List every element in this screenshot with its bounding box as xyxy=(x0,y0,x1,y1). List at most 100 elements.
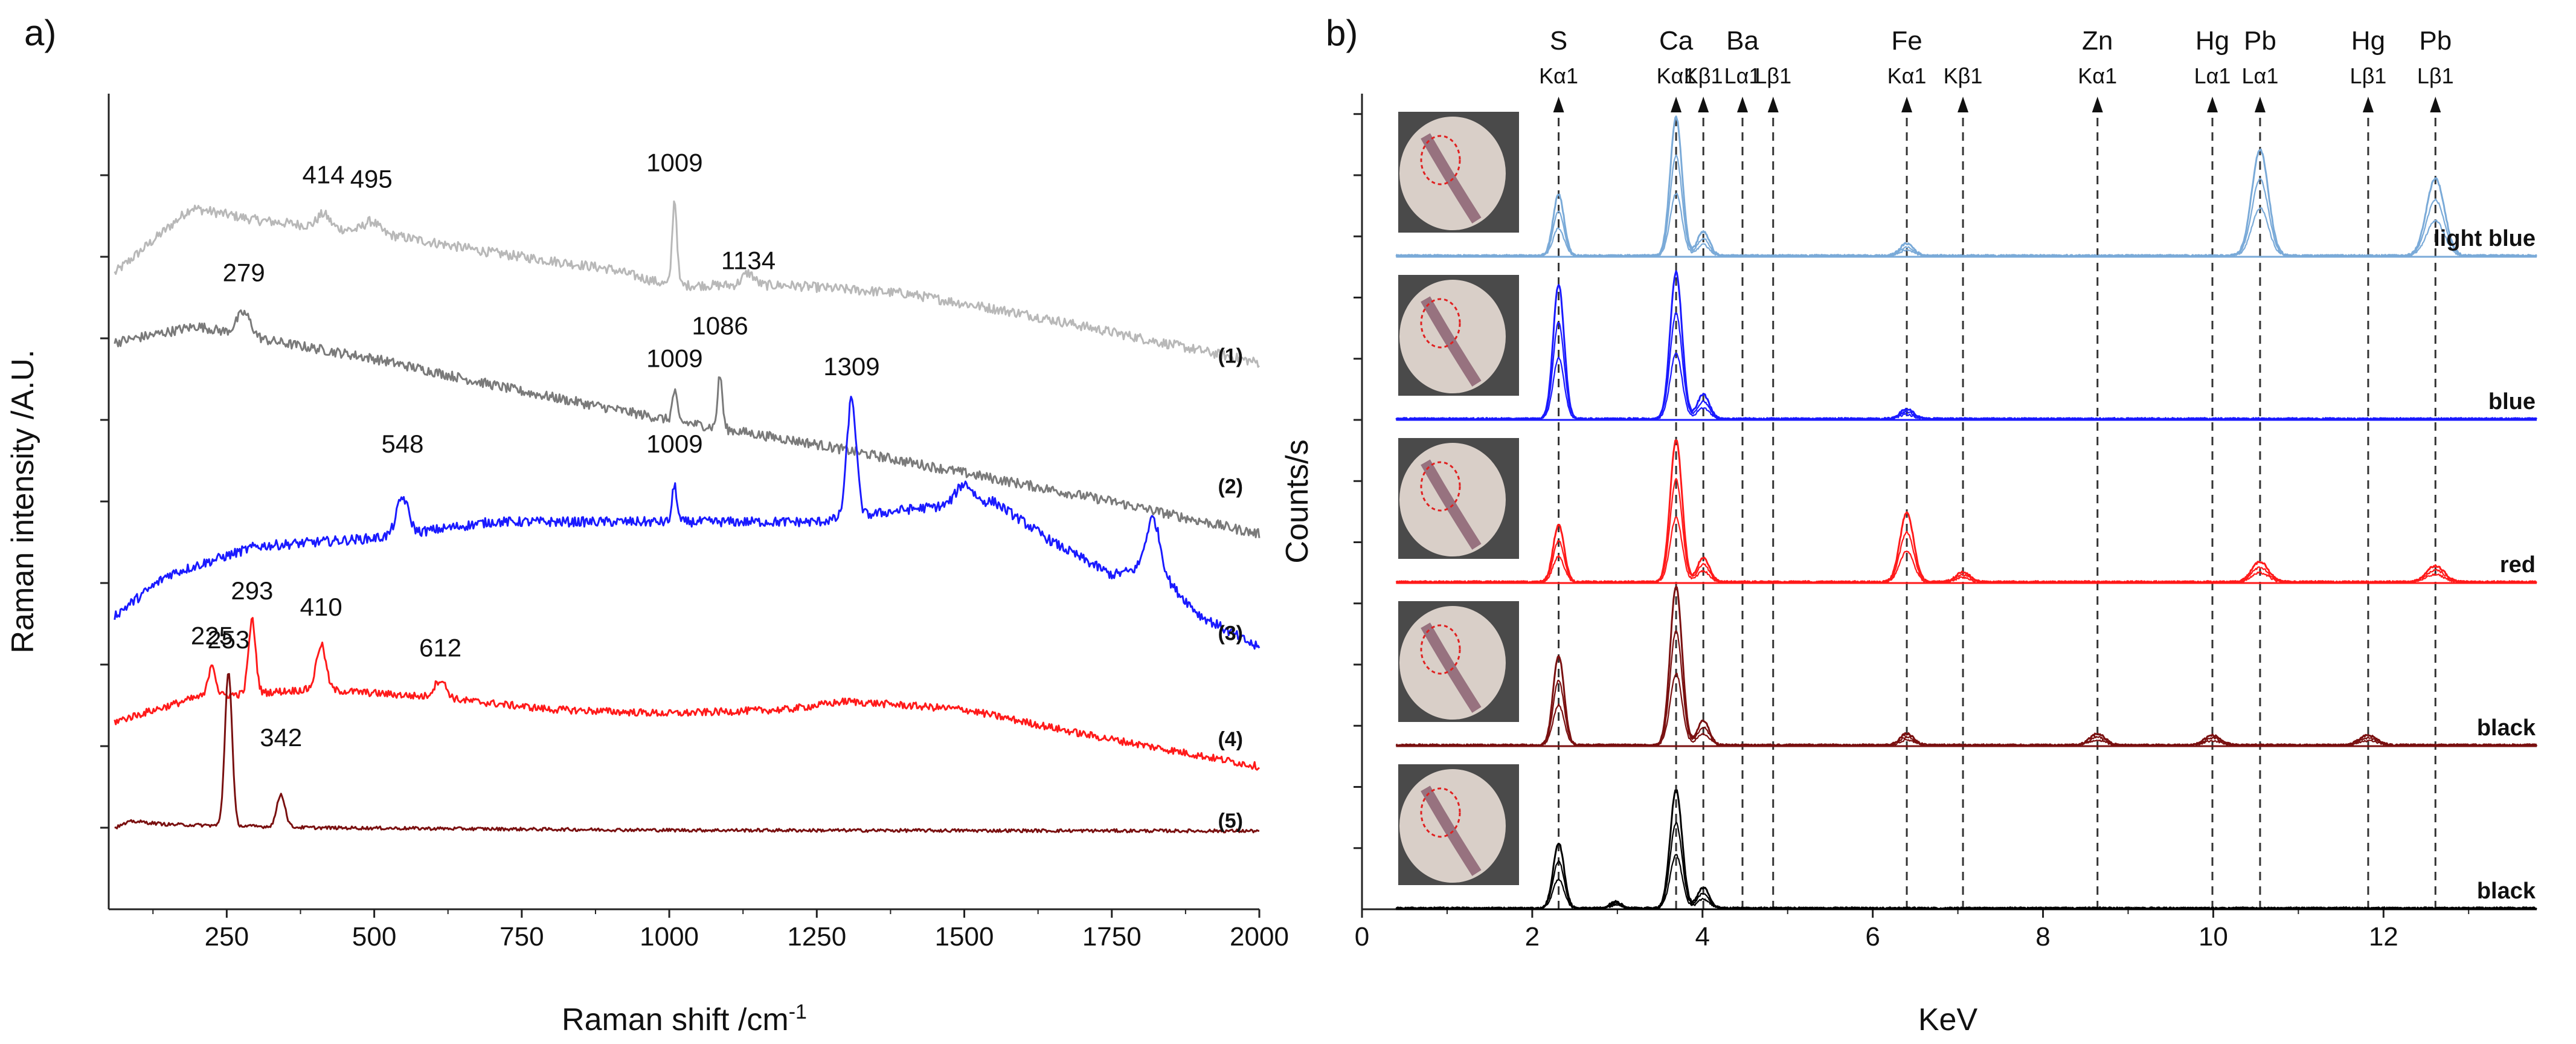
raman-peak-label: 612 xyxy=(419,634,461,662)
xrf-line-label: Lβ1 xyxy=(2350,63,2387,88)
raman-peak-label: 414 xyxy=(303,161,345,189)
xrf-element-label: Pb xyxy=(2419,26,2452,56)
xrf-line-label: Kα1 xyxy=(2078,63,2117,88)
raman-trace-5 xyxy=(114,672,1260,834)
xrf-sample-label: red xyxy=(2500,552,2536,578)
raman-peak-label: 293 xyxy=(231,576,273,605)
xrf-marker-arrow xyxy=(1958,97,1969,112)
raman-trace-label: (3) xyxy=(1218,622,1243,645)
raman-trace-3 xyxy=(114,396,1261,650)
raman-peak-label: 225 xyxy=(191,621,233,649)
xrf-trace-5 xyxy=(1395,854,2537,910)
raman-x-ticks: 250 500 750 1000 1250 1500 1750 2000 xyxy=(152,909,1289,952)
xrf-line-label: Kα1 xyxy=(1657,63,1696,88)
raman-x-tick-label: 2000 xyxy=(1230,922,1289,952)
raman-x-tick-label: 1250 xyxy=(787,922,846,952)
sample-thumbnail xyxy=(1398,764,1519,885)
panel-b-label: b) xyxy=(1326,13,1358,53)
xrf-marker-arrow xyxy=(2254,97,2266,112)
xrf-line-label: Lα1 xyxy=(1724,63,1761,88)
raman-trace-1 xyxy=(114,200,1261,368)
xrf-traces xyxy=(1395,115,2538,910)
xrf-line-label: Lα1 xyxy=(2194,63,2231,88)
sample-thumbnail xyxy=(1398,438,1519,559)
xrf-element-label: Hg xyxy=(2351,26,2385,56)
xrf-x-tick-label: 10 xyxy=(2199,922,2228,952)
raman-trace-labels: (1) (2) (3) (4) (5) xyxy=(1218,345,1243,833)
xrf-sample-thumbnails xyxy=(1398,112,1519,885)
xrf-line-label: Kα1 xyxy=(1887,63,1927,88)
raman-peak-label: 1086 xyxy=(692,311,748,340)
xrf-sample-label: light blue xyxy=(2433,226,2536,251)
raman-peak-label: 1309 xyxy=(823,352,879,381)
xrf-y-ticks xyxy=(1354,113,1362,849)
xrf-marker-arrow xyxy=(1901,97,1913,112)
xrf-sample-label: black xyxy=(2477,715,2536,741)
xrf-sample-label: black xyxy=(2477,878,2536,904)
sample-thumbnail xyxy=(1398,601,1519,722)
xrf-element-label: Ba xyxy=(1726,26,1759,56)
xrf-sample-label: blue xyxy=(2488,389,2536,414)
xrf-marker-arrow xyxy=(1698,97,1709,112)
xrf-x-axis-title: KeV xyxy=(1918,1002,1978,1037)
raman-x-tick-label: 1750 xyxy=(1082,922,1142,952)
raman-trace-4 xyxy=(114,617,1261,771)
xrf-x-tick-label: 6 xyxy=(1865,922,1880,952)
xrf-element-label: Pb xyxy=(2244,26,2276,56)
xrf-line-label: Lβ1 xyxy=(1755,63,1791,88)
raman-x-tick-label: 1500 xyxy=(935,922,994,952)
xrf-x-tick-label: 8 xyxy=(2035,922,2050,952)
sample-thumbnail xyxy=(1398,275,1519,396)
raman-peak-label: 1134 xyxy=(721,246,776,274)
raman-trace-2 xyxy=(114,309,1261,538)
raman-peak-label: 253 xyxy=(207,625,249,654)
raman-x-axis-title: Raman shift /cm-1 xyxy=(562,1000,807,1037)
raman-peak-label: 410 xyxy=(300,593,342,621)
xrf-x-tick-label: 12 xyxy=(2369,922,2398,952)
raman-peak-label: 548 xyxy=(381,430,423,458)
xrf-marker-arrow xyxy=(1553,97,1564,112)
raman-trace-label: (2) xyxy=(1218,475,1243,498)
xrf-line-label: Lα1 xyxy=(2242,63,2279,88)
xrf-line-label: Lβ1 xyxy=(2417,63,2454,88)
raman-peak-label: 1009 xyxy=(646,344,702,372)
xrf-marker-arrow xyxy=(2207,97,2218,112)
xrf-element-label: S xyxy=(1550,26,1567,56)
xrf-y-axis-title: Counts/s xyxy=(1280,439,1315,563)
raman-peak-label: 1009 xyxy=(646,148,702,176)
raman-x-tick-label: 1000 xyxy=(640,922,699,952)
xrf-sample-labels: light blue blue red black black xyxy=(2433,226,2536,904)
xrf-element-label: Zn xyxy=(2082,26,2113,56)
raman-x-tick-label: 750 xyxy=(499,922,544,952)
xrf-x-tick-label: 4 xyxy=(1695,922,1710,952)
xrf-element-label: Fe xyxy=(1891,26,1922,56)
raman-peak-label: 1009 xyxy=(646,430,702,458)
raman-peak-label: 342 xyxy=(260,723,302,752)
raman-x-tick-label: 500 xyxy=(352,922,396,952)
xrf-marker-arrow xyxy=(1767,97,1779,112)
xrf-x-tick-label: 0 xyxy=(1355,922,1369,952)
raman-trace-label: (5) xyxy=(1218,810,1243,833)
xrf-marker-arrow xyxy=(1737,97,1749,112)
xrf-line-label: Kα1 xyxy=(1539,63,1578,88)
raman-trace-label: (4) xyxy=(1218,728,1243,751)
raman-y-axis-title: Raman intensity /A.U. xyxy=(5,350,40,654)
raman-traces xyxy=(114,200,1261,834)
raman-trace-label: (1) xyxy=(1218,345,1243,368)
xrf-x-ticks: 0 2 4 6 8 10 12 xyxy=(1355,909,2470,952)
panel-a-label: a) xyxy=(24,13,56,53)
xrf-element-label: Ca xyxy=(1659,26,1694,56)
xrf-marker-arrow xyxy=(2092,97,2103,112)
sample-thumbnail xyxy=(1398,112,1519,233)
xrf-marker-arrow xyxy=(1671,97,1682,112)
xrf-line-label: Kβ1 xyxy=(1944,63,1983,88)
xrf-element-label: Hg xyxy=(2195,26,2229,56)
xrf-marker-arrow xyxy=(2430,97,2441,112)
raman-y-ticks xyxy=(100,174,109,829)
raman-peak-label: 495 xyxy=(350,164,393,193)
xrf-x-tick-label: 2 xyxy=(1525,922,1540,952)
